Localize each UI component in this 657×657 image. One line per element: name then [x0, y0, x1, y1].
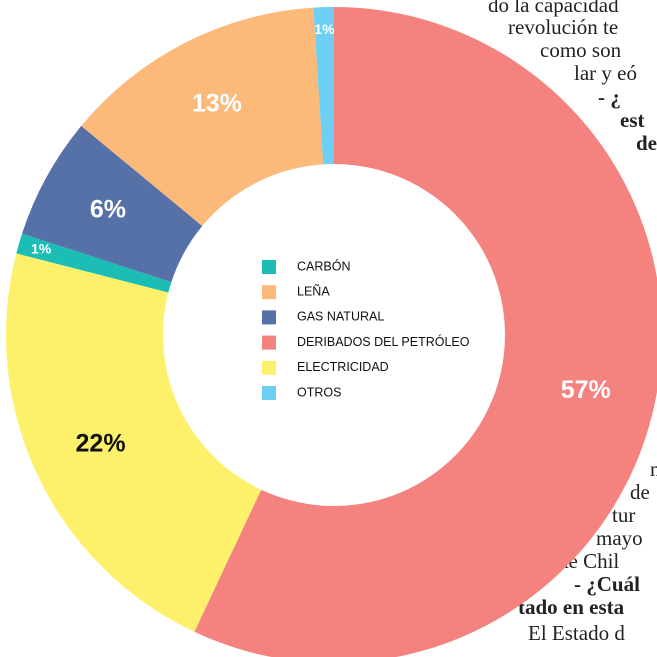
- background-text: do la capacidad revolución te como son l…: [488, 0, 657, 645]
- legend-swatch: [262, 285, 276, 300]
- text-line: est: [620, 108, 645, 132]
- text-line: lar y eó: [574, 61, 637, 85]
- text-line: de: [630, 480, 650, 504]
- text-line: do la capacidad: [488, 0, 619, 17]
- legend-label: GAS NATURAL: [297, 310, 384, 324]
- legend-swatch: [262, 360, 276, 375]
- percent-label: 1%: [31, 241, 52, 257]
- donut-slice: [16, 233, 172, 293]
- legend-label: LEÑA: [297, 284, 330, 298]
- text-line: tado en esta: [518, 595, 625, 619]
- text-line: n: [650, 457, 657, 481]
- legend-label: ELECTRICIDAD: [297, 360, 389, 374]
- text-line: El Estado d: [528, 621, 625, 645]
- legend-label: CARBÓN: [297, 258, 350, 273]
- legend-swatch: [262, 260, 276, 274]
- text-line: - ¿Cuál: [574, 572, 640, 596]
- legend-label: OTROS: [297, 385, 341, 399]
- legend-swatch: [262, 335, 276, 350]
- percent-label: 22%: [76, 429, 126, 457]
- text-line: - ¿: [598, 85, 621, 109]
- text-line: revolución te: [508, 15, 618, 39]
- legend-swatch: [262, 310, 276, 325]
- donut-slice: [5, 253, 262, 632]
- legend-label: DERIBADOS DEL PETRÓLEO: [297, 334, 470, 349]
- donut-slice: [81, 7, 324, 227]
- percent-label: 1%: [314, 21, 335, 37]
- text-line: de: [636, 131, 657, 155]
- percent-label: 57%: [561, 376, 611, 404]
- donut-slice: [194, 7, 657, 657]
- donut-slice: [313, 7, 334, 165]
- text-line: tur: [612, 503, 635, 527]
- donut-slice: [22, 125, 203, 283]
- percent-label: 13%: [192, 90, 242, 118]
- percent-label: 6%: [90, 195, 126, 223]
- text-line: mayo: [596, 526, 643, 550]
- text-line: como son: [540, 38, 622, 62]
- legend-swatch: [262, 386, 276, 400]
